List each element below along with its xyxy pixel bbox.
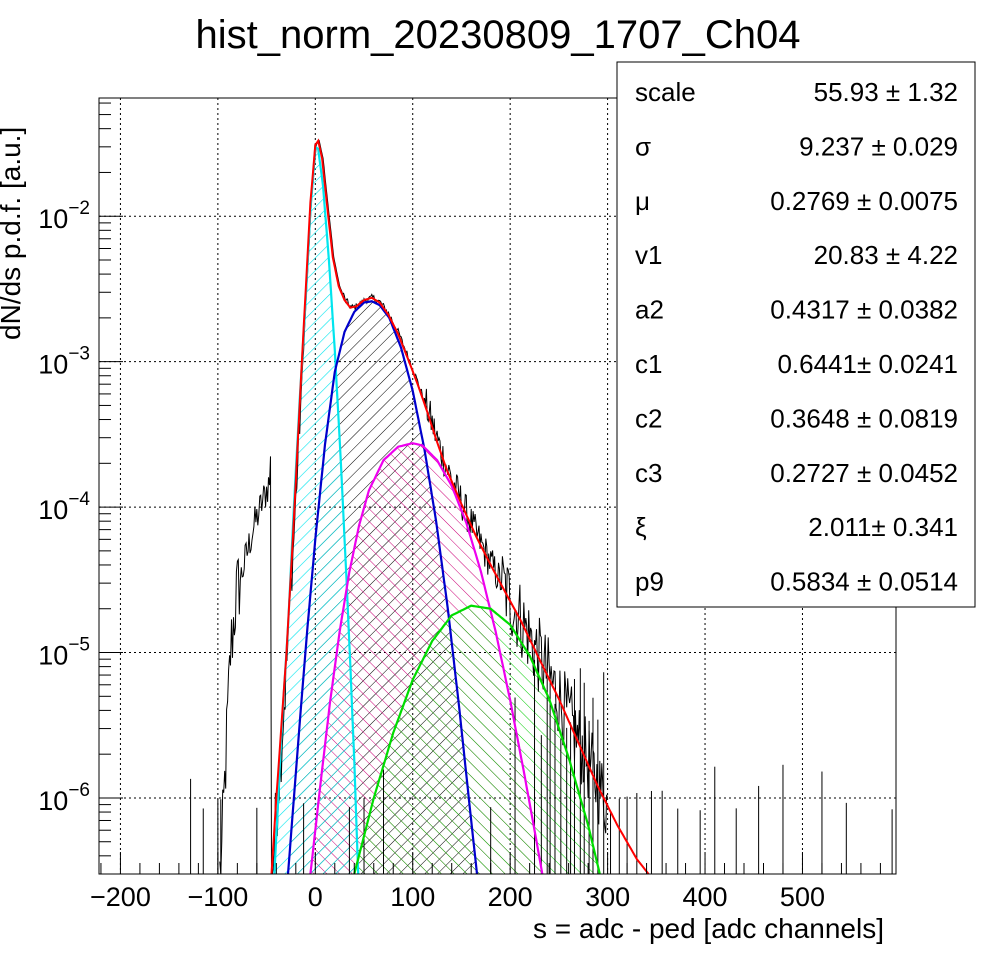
stat-value-4: 0.4317 ± 0.0382 <box>770 295 958 325</box>
y-axis-label: dN/ds p.d.f. [a.u.] <box>0 127 26 340</box>
y-tick-label-0: 10−2 <box>38 198 90 234</box>
stat-name-8: ξ <box>635 512 647 542</box>
fit-curves <box>270 138 650 874</box>
y-tick-label-4: 10−6 <box>38 780 90 816</box>
stat-name-7: c3 <box>635 458 662 488</box>
y-tick-label-1: 10−3 <box>38 344 90 380</box>
two-pe-component-curve <box>309 442 544 874</box>
stat-name-5: c1 <box>635 349 662 379</box>
stat-name-2: μ <box>635 186 650 216</box>
chart-title: hist_norm_20230809_1707_Ch04 <box>196 13 801 57</box>
x-tick-label-6: 400 <box>683 882 728 912</box>
x-tick-label-2: 0 <box>308 882 323 912</box>
stat-value-7: 0.2727 ± 0.0452 <box>770 458 958 488</box>
pedestal-component-fill <box>274 146 359 874</box>
x-axis-ticks: −200 −100 0 100 200 300 400 500 <box>90 852 881 912</box>
stat-name-4: a2 <box>635 295 664 325</box>
stat-value-5: 0.6441± 0.0241 <box>777 349 958 379</box>
stat-name-6: c2 <box>635 403 662 433</box>
y-tick-label-2: 10−4 <box>38 489 90 525</box>
x-tick-label-5: 300 <box>585 882 630 912</box>
stat-value-3: 20.83 ± 4.22 <box>814 240 958 270</box>
y-axis-ticks: 10−2 10−3 10−4 10−5 10−6 <box>38 102 123 875</box>
one-pe-component-curve <box>286 300 479 874</box>
x-tick-label-4: 200 <box>488 882 533 912</box>
stat-value-8: 2.011± 0.341 <box>808 512 958 542</box>
stat-value-1: 9.237 ± 0.029 <box>799 131 958 161</box>
x-tick-label-3: 100 <box>390 882 435 912</box>
x-tick-label-7: 500 <box>780 882 825 912</box>
stat-value-9: 0.5834 ± 0.0514 <box>770 567 958 597</box>
stat-value-2: 0.2769 ± 0.0075 <box>770 186 958 216</box>
stat-name-1: σ <box>635 131 651 161</box>
component-fills <box>274 146 600 874</box>
three-pe-component-curve <box>353 604 601 874</box>
stat-value-0: 55.93 ± 1.32 <box>814 77 958 107</box>
total-fit-curve <box>270 138 650 874</box>
stat-value-6: 0.3648 ± 0.0819 <box>770 403 958 433</box>
data-histogram <box>190 139 893 874</box>
stats-box-frame <box>616 61 976 608</box>
three-pe-component-fill <box>354 605 600 874</box>
stat-name-9: p9 <box>635 567 664 597</box>
x-tick-label-0: −200 <box>90 882 151 912</box>
x-tick-label-1: −100 <box>187 882 248 912</box>
x-axis-label: s = adc - ped [adc channels] <box>533 913 884 944</box>
stat-name-0: scale <box>635 77 696 107</box>
stat-name-3: v1 <box>635 240 662 270</box>
y-tick-label-3: 10−5 <box>38 635 90 671</box>
stats-box: scale 55.93 ± 1.32 σ 9.237 ± 0.029 μ 0.2769 ±… <box>616 61 976 608</box>
